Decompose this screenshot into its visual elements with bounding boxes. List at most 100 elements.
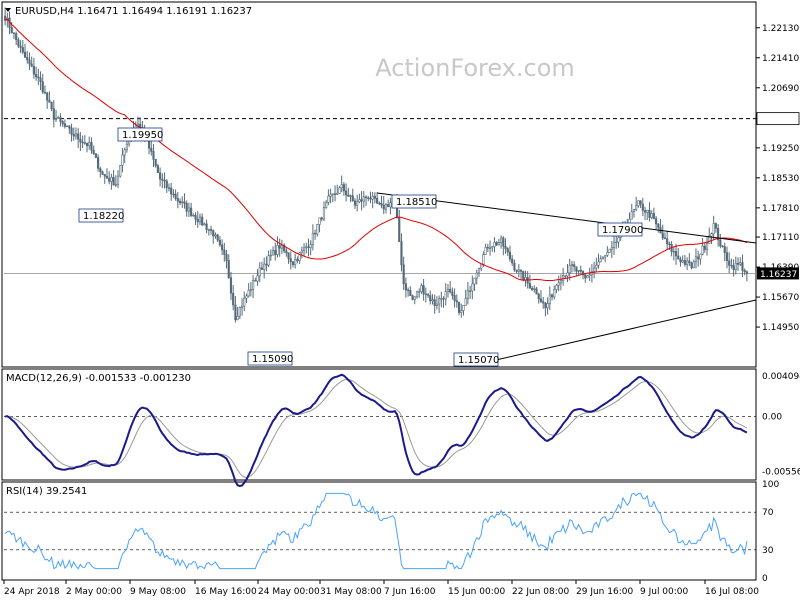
candle-body <box>635 205 638 210</box>
candle-body <box>699 253 702 260</box>
candle-body <box>495 242 498 246</box>
time-tick-label: 15 Jun 00:00 <box>448 587 505 597</box>
price-tick-label: 1.18530 <box>762 174 799 184</box>
candle-body <box>579 269 582 272</box>
candle-body <box>564 275 567 277</box>
candle-body <box>236 315 239 321</box>
candle-body <box>94 153 97 158</box>
candle-body <box>271 250 275 256</box>
candle-body <box>294 259 297 265</box>
candle-body <box>606 252 609 256</box>
candle-body <box>167 187 171 189</box>
candle-body <box>482 254 485 265</box>
candle-body <box>677 255 680 260</box>
candle-body <box>269 254 272 257</box>
candle-body <box>46 92 49 101</box>
price-tick-label: 1.22130 <box>762 24 799 34</box>
candle-body <box>615 241 618 244</box>
candle-body <box>371 195 374 200</box>
candle-body <box>389 202 392 208</box>
candle-body <box>528 282 531 289</box>
candle-body <box>218 239 221 246</box>
candle-body <box>66 125 69 128</box>
candle-body <box>546 303 549 309</box>
annotation-box <box>117 127 163 142</box>
candle-body <box>413 296 416 300</box>
candle-body <box>550 294 554 298</box>
price-tick-label: 1.21410 <box>762 54 799 64</box>
candle-body <box>539 298 543 302</box>
candle-body <box>409 290 412 296</box>
candle-body <box>566 272 569 277</box>
price-tick-label: 1.20690 <box>762 84 799 94</box>
candle-body <box>648 209 651 218</box>
candle-body <box>639 200 642 205</box>
candle-body <box>123 149 126 156</box>
candle-body <box>311 232 314 245</box>
candle-body <box>442 298 445 300</box>
candle-body <box>333 193 337 195</box>
price-tick-label: 1.19250 <box>762 144 799 154</box>
candle-body <box>101 171 104 175</box>
candle-body <box>686 260 689 265</box>
candle-body <box>721 245 724 247</box>
candle-body <box>420 285 423 292</box>
time-axis: 24 Apr 2018 2 May 00:00 9 May 08:00 16 May … <box>3 580 759 597</box>
candle-body <box>431 299 434 302</box>
time-tick-label: 16 Jul 08:00 <box>705 587 759 597</box>
candle-body <box>630 211 633 220</box>
candle-body <box>296 259 299 261</box>
candle-body <box>238 307 241 317</box>
candle-body <box>322 207 326 220</box>
candle-body <box>663 237 667 240</box>
candle-body <box>325 202 328 208</box>
candle-body <box>504 246 507 249</box>
candle-body <box>694 256 698 263</box>
rsi-tick-label: 70 <box>762 508 774 518</box>
candle-body <box>223 249 226 255</box>
candle-body <box>240 305 244 308</box>
candle-body <box>43 91 47 94</box>
candle-body <box>460 310 463 313</box>
candle-body <box>515 269 518 272</box>
candle-body <box>165 180 168 188</box>
candle-body <box>364 196 368 199</box>
candle-body <box>575 266 578 272</box>
candle-body <box>422 285 425 295</box>
candle-body <box>703 245 706 250</box>
time-tick-label: 16 May 16:00 <box>195 587 257 597</box>
candle-body <box>433 299 436 307</box>
candle-body <box>701 245 704 255</box>
trendlines <box>376 192 757 367</box>
candle-body <box>730 265 733 267</box>
candle-body <box>734 262 737 271</box>
candle-body <box>289 258 292 263</box>
candle-body <box>637 200 640 207</box>
price-tick-label: 1.17110 <box>762 233 799 243</box>
candle-body <box>307 246 310 249</box>
candle-body <box>83 142 86 144</box>
candle-body <box>305 246 308 249</box>
candle-body <box>672 251 675 253</box>
candle-body <box>37 76 40 79</box>
candle-body <box>161 178 164 181</box>
candle-body <box>159 172 162 180</box>
candle-body <box>181 201 184 204</box>
price-annotations: 1.19950 1.18220 1.15090 1.18510 1.15070 1.179… <box>78 127 643 367</box>
time-tick-label: 29 Jun 16:00 <box>576 587 633 597</box>
candle-body <box>595 264 598 269</box>
candle-body <box>291 261 295 265</box>
time-tick-label: 31 May 08:00 <box>320 587 382 597</box>
candle-body <box>736 262 740 265</box>
annotation-label: 1.15090 <box>252 354 293 365</box>
lower-trendline <box>469 299 757 367</box>
current-price-tag <box>757 267 799 280</box>
candle-body <box>568 265 571 274</box>
candle-body <box>531 287 534 290</box>
dropdown-icon[interactable] <box>5 8 11 12</box>
candle-body <box>63 123 66 127</box>
candle-body <box>683 260 686 265</box>
candle-body <box>125 143 128 151</box>
candle-body <box>400 241 403 266</box>
candles <box>4 7 748 323</box>
